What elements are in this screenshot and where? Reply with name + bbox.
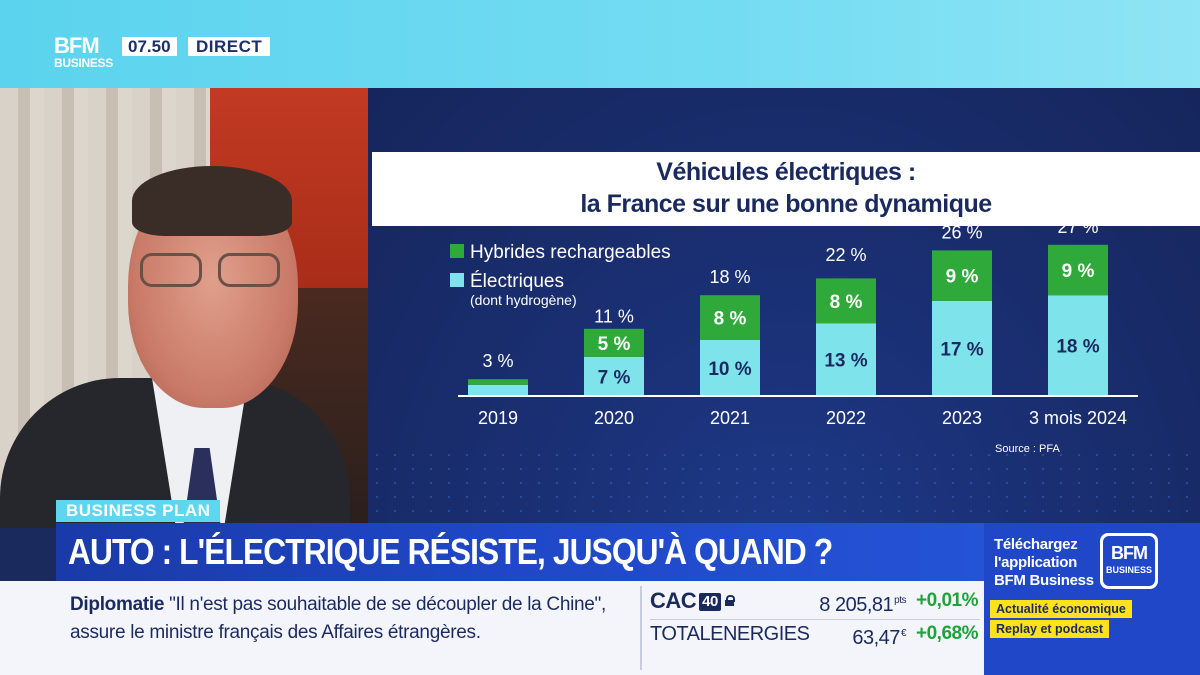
stacked-bar-chart: Hybrides rechargeables Électriques(dont h…	[450, 217, 1138, 455]
data-label-electriques: 13 %	[824, 351, 867, 372]
bar-electriques	[1048, 295, 1108, 396]
legend-sublabel-electriques: (dont hydrogène)	[470, 292, 577, 308]
app-promo: Téléchargez l'application BFM Business B…	[984, 523, 1200, 675]
bfm-business-logo: BFM BUSINESS	[54, 33, 116, 76]
bar-hybrides	[584, 328, 644, 357]
promo-line1: Téléchargez	[994, 536, 1078, 553]
promo-line3: BFM Business	[994, 572, 1094, 589]
bar-electriques	[700, 340, 760, 396]
stock-change: +0,68%	[916, 623, 978, 644]
bar-electriques	[816, 323, 876, 396]
panel-dot-pattern	[368, 448, 1200, 528]
speaker-glasses-left	[140, 253, 202, 287]
bar-hybrides	[1048, 244, 1108, 296]
ticker-keyword: Diplomatie	[70, 594, 165, 615]
x-tick-label: 3 mois 2024	[1029, 408, 1127, 428]
x-tick-label: 2020	[594, 408, 634, 428]
chart-bars: 3 % 7 % 5 % 11 % 10 % 8 % 18 % 13 % 8 % 22 % 17 % 9…	[468, 217, 1108, 396]
live-badge: DIRECT	[188, 37, 271, 56]
news-ticker: Diplomatie "Il n'est pas souhaitable de …	[0, 581, 984, 675]
stock-value: 63,47€	[852, 627, 907, 649]
clock-time: 07.50	[122, 37, 177, 56]
x-tick-label: 2022	[826, 408, 866, 428]
data-label-electriques: 7 %	[598, 367, 631, 388]
stock-unit: pts	[894, 595, 906, 606]
ticker-news: Diplomatie "Il n'est pas souhaitable de …	[70, 591, 640, 647]
bar-hybrides	[700, 295, 760, 340]
total-label: 11 %	[594, 306, 634, 326]
logo-text-business: BUSINESS	[54, 56, 113, 70]
bar-hybrides	[816, 278, 876, 324]
bar-electriques	[932, 300, 992, 396]
stock-separator	[650, 619, 980, 620]
camera-feed	[0, 88, 368, 528]
data-label-electriques: 18 %	[1056, 337, 1099, 358]
chart-title-line2: la France sur une bonne dynamique	[580, 190, 992, 218]
cac-index-box: 40	[699, 593, 721, 611]
stock-change: +0,01%	[916, 590, 978, 611]
speaker-hair	[132, 166, 292, 236]
bar-electriques	[584, 356, 644, 396]
promo-tag-actualite: Actualité économique	[990, 600, 1132, 618]
total-label: 26 %	[941, 222, 982, 242]
total-label: 18 %	[709, 267, 750, 287]
ticker-text: "Il n'est pas souhaitable de se découple…	[70, 594, 606, 643]
data-label-hybrides: 9 %	[1062, 261, 1095, 282]
program-tag: BUSINESS PLAN	[56, 500, 221, 522]
stock-unit: €	[900, 628, 907, 639]
data-label-hybrides: 9 %	[946, 267, 979, 288]
data-label-electriques: 17 %	[940, 339, 983, 360]
data-label-hybrides: 5 %	[598, 334, 631, 355]
x-tick-label: 2021	[710, 408, 750, 428]
legend-label-hybrides: Hybrides rechargeables	[470, 242, 671, 263]
total-label: 27 %	[1057, 217, 1098, 237]
stock-value: 8 205,81pts	[819, 594, 906, 616]
headline-text: AUTO : L'ÉLECTRIQUE RÉSISTE, JUSQU'À QUA…	[68, 531, 833, 572]
data-label-hybrides: 8 %	[714, 309, 747, 330]
promo-line2: l'application	[994, 554, 1078, 571]
x-tick-label: 2023	[942, 408, 982, 428]
promo-logo-text-business: BUSINESS	[1105, 565, 1152, 575]
promo-tag-replay: Replay et podcast	[990, 620, 1109, 638]
promo-bfm-logo: BFM BUSINESS	[1100, 533, 1158, 589]
total-label: 3 %	[482, 351, 513, 371]
ticker-divider	[640, 586, 642, 670]
stock-name: CAC 40	[650, 586, 735, 616]
legend-label-electriques: Électriques	[470, 271, 564, 292]
bar-hybrides	[468, 379, 528, 385]
chart-title-box: Véhicules électriques : la France sur un…	[372, 152, 1200, 226]
x-tick-label: 2019	[478, 408, 518, 428]
legend-swatch-hybrides	[450, 244, 464, 258]
promo-logo-text-bfm: BFM	[1111, 543, 1148, 563]
top-band	[0, 0, 1200, 88]
chart-title-line1: Véhicules électriques :	[656, 158, 916, 186]
lock-icon	[724, 595, 735, 606]
chart-legend: Hybrides rechargeables Électriques(dont h…	[450, 242, 671, 308]
logo-text-bfm: BFM	[54, 33, 100, 58]
stock-name: TOTALENERGIES	[650, 623, 810, 645]
stock-row-totalenergies: TOTALENERGIES 63,47€ +0,68%	[650, 619, 984, 649]
data-label-hybrides: 8 %	[830, 292, 863, 313]
speaker-glasses-right	[218, 253, 280, 287]
stock-row-cac40: CAC 40 8 205,81pts +0,01%	[650, 586, 984, 616]
total-label: 22 %	[825, 245, 866, 265]
chart-axis: 2019 2020 2021 2022 2023 3 mois 2024	[458, 395, 1138, 428]
data-label-electriques: 10 %	[708, 359, 751, 380]
bar-electriques	[468, 384, 528, 396]
chart-source: Source : PFA	[995, 443, 1060, 455]
bar-hybrides	[932, 250, 992, 301]
legend-swatch-electriques	[450, 273, 464, 287]
headline-band: AUTO : L'ÉLECTRIQUE RÉSISTE, JUSQU'À QUA…	[56, 523, 984, 581]
